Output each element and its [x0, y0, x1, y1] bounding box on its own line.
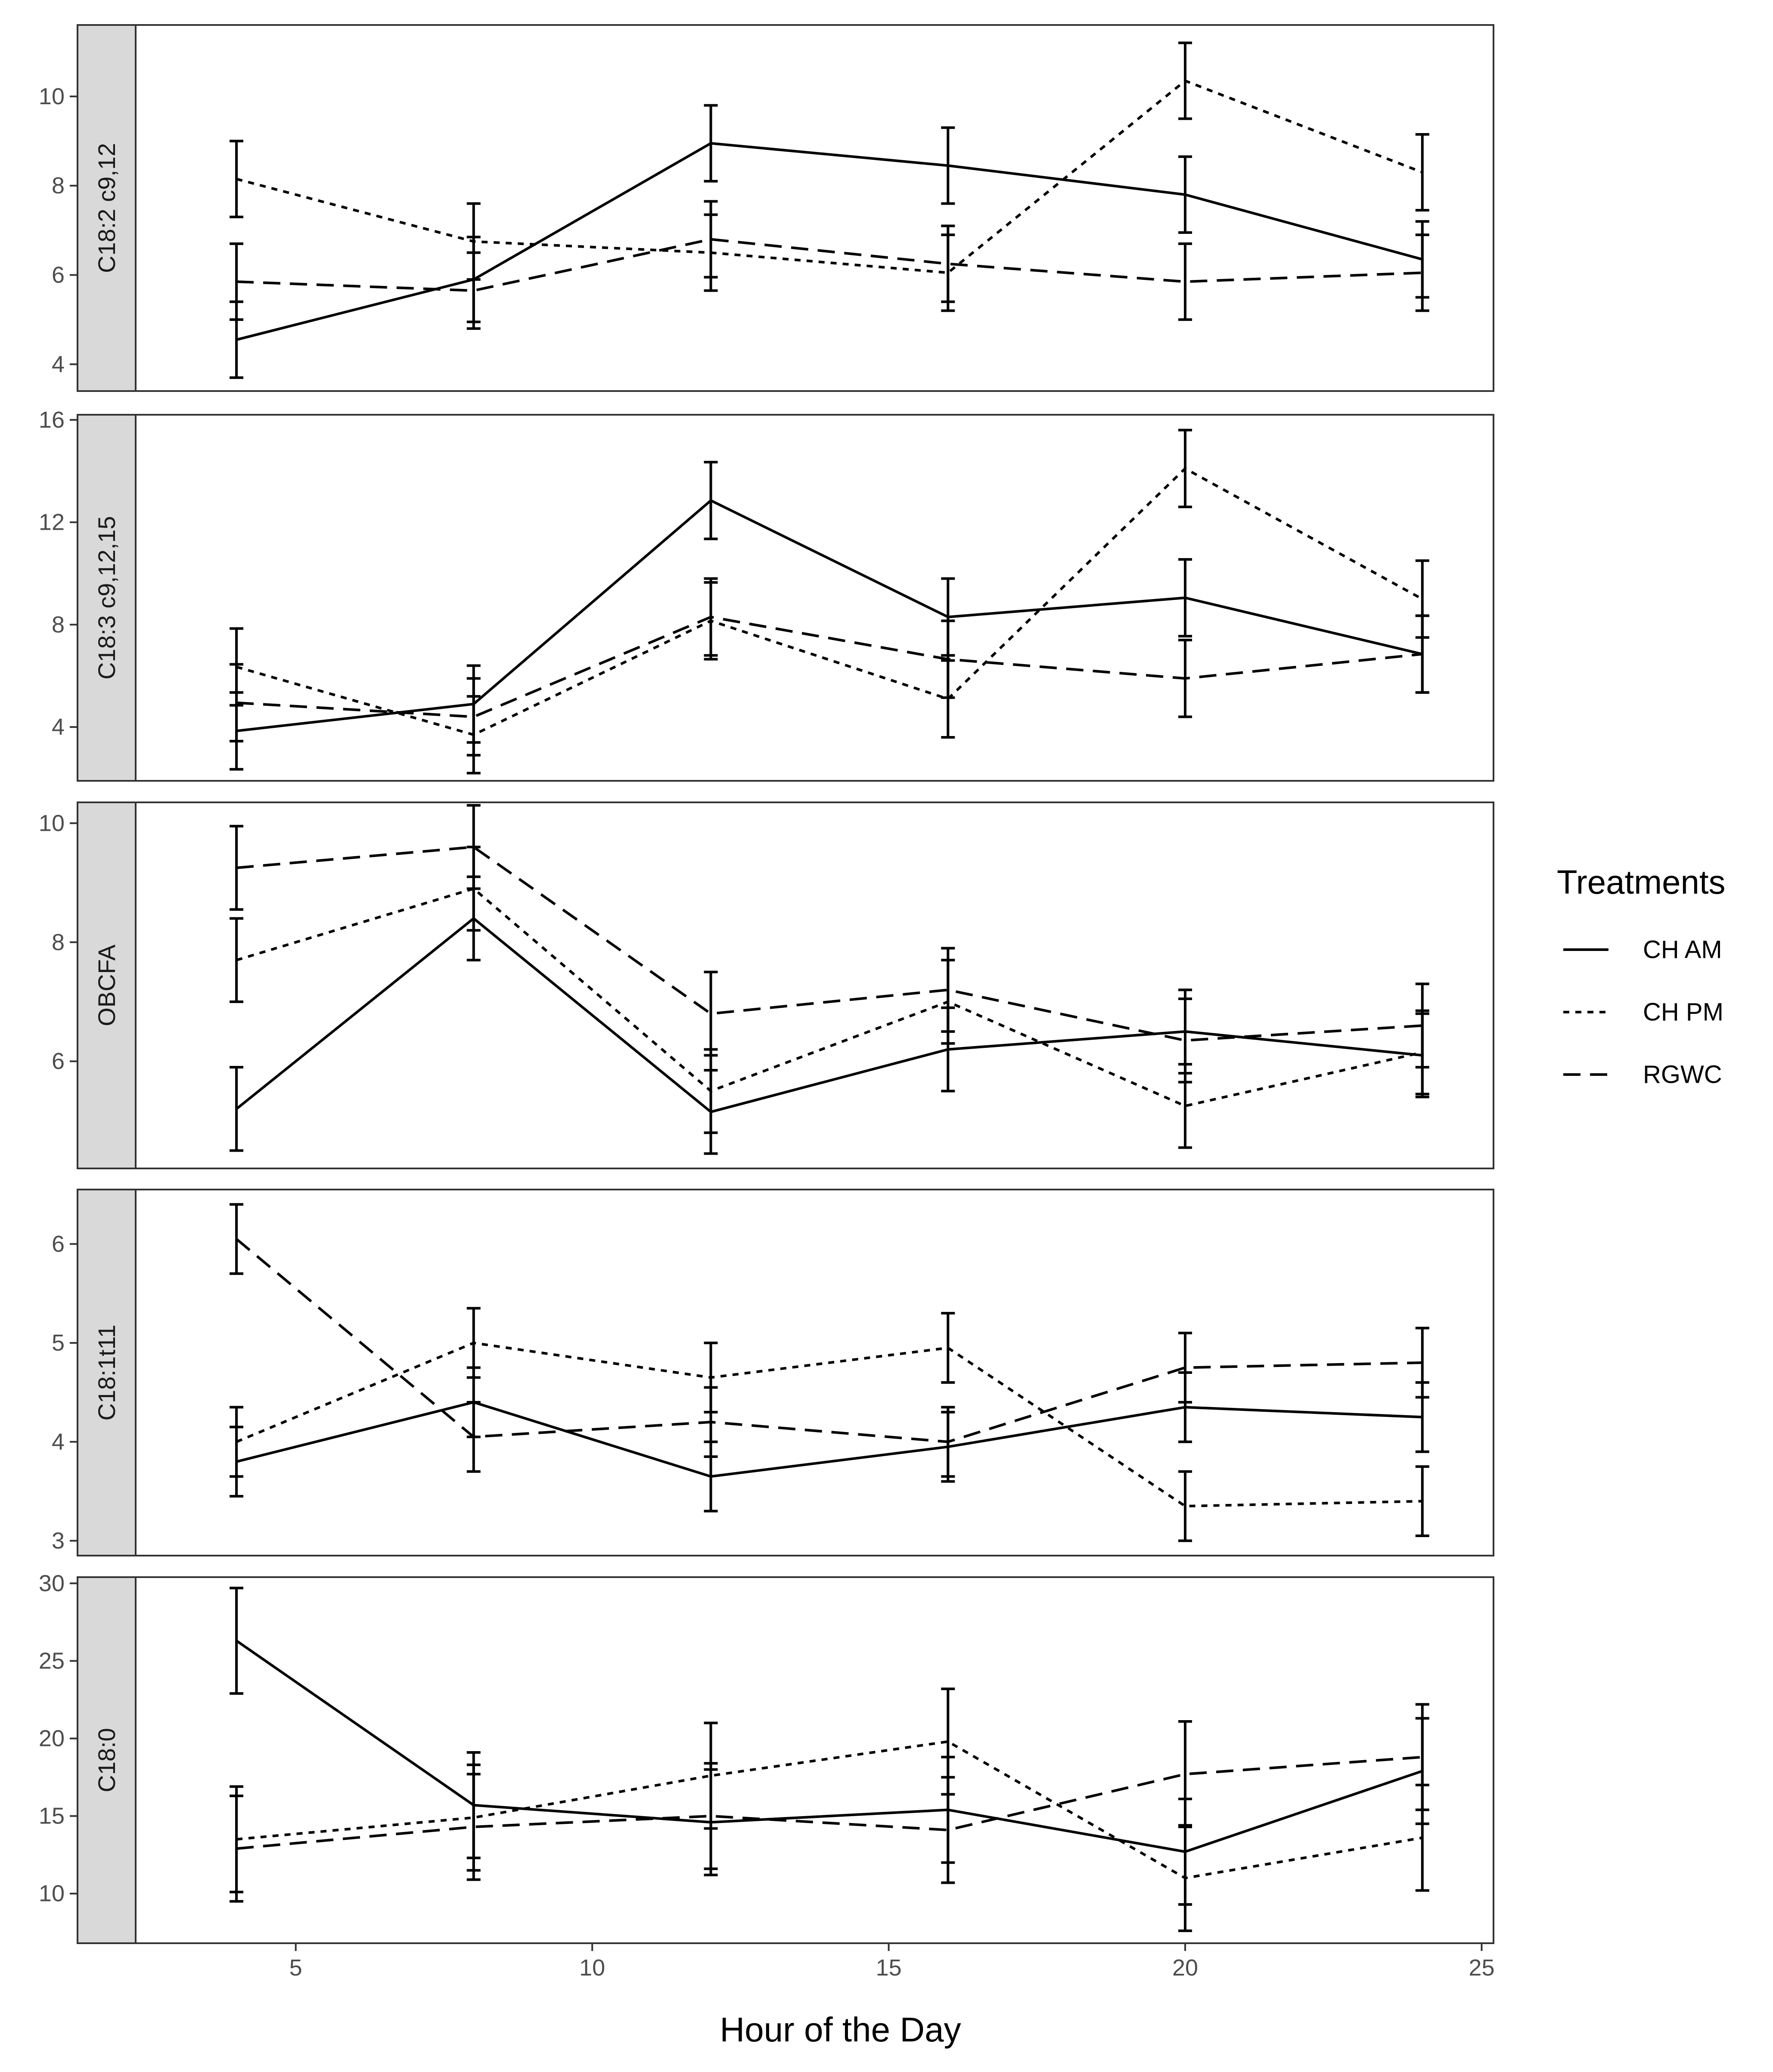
panel-5-ch-pm-line — [236, 1740, 1423, 1879]
panel-4-y-tick-label: 6 — [52, 1231, 65, 1257]
panel-1-y-tick-label: 10 — [39, 84, 65, 109]
panel-4-frame — [135, 1189, 1494, 1556]
panel-2-strip-label: C18:3 c9,12,15 — [93, 516, 120, 680]
panel-5-ch-am-line — [236, 1640, 1423, 1853]
x-tick-label: 15 — [876, 1955, 902, 1981]
panel-5-y-tick-label: 10 — [39, 1881, 65, 1907]
panel-3-y-tick-label: 8 — [52, 929, 65, 955]
panel-1-y-tick-label: 4 — [52, 351, 65, 377]
panel-5-y-tick-label: 20 — [39, 1726, 65, 1752]
panel-1-strip-label: C18:2 c9,12 — [93, 143, 120, 273]
panel-2-frame — [135, 414, 1494, 782]
panel-4-ch-pm-line — [236, 1342, 1422, 1508]
panel-1-frame — [135, 24, 1494, 392]
panel-1-y-tick-label: 8 — [52, 173, 65, 199]
x-tick-label: 5 — [289, 1955, 302, 1981]
panel-3-ch-am-line — [236, 917, 1423, 1113]
legend-label-rgwc: RGWC — [1643, 1061, 1722, 1089]
panel-4-strip-label: C18:1t11 — [93, 1324, 120, 1420]
panel-4-y-tick-label: 5 — [52, 1330, 65, 1356]
panel-3-ch-pm-line — [236, 887, 1423, 1107]
panel-2-y-tick-label: 8 — [52, 612, 65, 637]
panel-4-rgwc-line — [236, 1238, 1422, 1443]
panel-5-y-tick-label: 30 — [39, 1570, 65, 1596]
legend-title: Treatments — [1557, 863, 1726, 901]
panel-2-strip — [77, 414, 137, 782]
panel-3-y-tick-label: 10 — [39, 810, 65, 836]
x-tick-label: 25 — [1469, 1955, 1494, 1981]
panel-3-rgwc-line — [236, 845, 1422, 1042]
panel-2-y-tick-label: 4 — [52, 714, 65, 740]
panel-2-rgwc-line — [236, 615, 1423, 718]
panel-4-y-tick-label: 3 — [52, 1528, 65, 1554]
panel-3-strip-label: OBCFA — [93, 944, 120, 1026]
panel-1-y-tick-label: 6 — [52, 262, 65, 288]
panel-5-strip — [77, 1576, 137, 1944]
legend-label-ch-pm: CH PM — [1643, 998, 1723, 1026]
panel-3-strip — [77, 801, 137, 1169]
panel-5-frame — [135, 1576, 1494, 1944]
panel-4-strip — [77, 1189, 137, 1556]
panel-5-rgwc-line — [236, 1755, 1423, 1850]
panel-2-y-tick-label: 16 — [39, 407, 65, 433]
panel-2-ch-am-line — [236, 499, 1423, 733]
panel-5-y-tick-label: 25 — [39, 1648, 65, 1674]
legend-label-ch-am: CH AM — [1643, 936, 1722, 964]
panel-1-rgwc-line — [236, 238, 1422, 292]
panel-5-y-tick-label: 15 — [39, 1803, 65, 1829]
panel-3-y-tick-label: 6 — [52, 1048, 65, 1074]
panel-4-ch-am-line — [236, 1401, 1422, 1478]
panel-3-frame — [135, 801, 1494, 1169]
x-tick-label: 20 — [1172, 1955, 1198, 1981]
panel-2-y-tick-label: 12 — [39, 509, 65, 535]
x-axis-title: Hour of the Day — [720, 2010, 961, 2049]
panel-5-strip-label: C18:0 — [93, 1728, 120, 1792]
panel-1-strip — [77, 24, 137, 392]
panel-4-y-tick-label: 4 — [52, 1429, 65, 1455]
panel-2-ch-pm-line — [236, 467, 1423, 736]
x-tick-label: 10 — [579, 1955, 605, 1981]
